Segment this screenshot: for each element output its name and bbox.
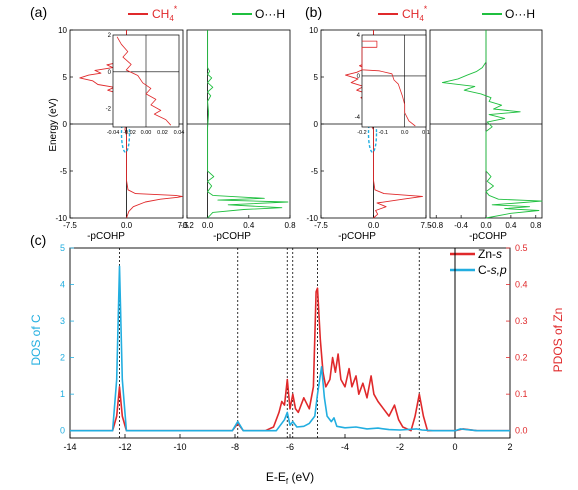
highlight-ellipse-a-CH4 [120, 113, 131, 153]
c-y-right-tick-label-5: 0.5 [515, 243, 528, 253]
svg-text:C-s,p: C-s,p [478, 263, 507, 277]
panel-a-xlabel: -pCOHP [87, 231, 125, 242]
x-tick-label-a-CH4-1: 0.0 [121, 221, 133, 230]
c-y-right-tick-label-3: 0.3 [515, 316, 528, 326]
y-tick-label-a-CH4-4: 10 [58, 26, 67, 35]
panel-a-label: (a) [30, 4, 47, 20]
inset-x-tick-a-CH4-3: 0.02 [157, 130, 168, 136]
inset-x-tick-a-CH4-4: 0.04 [174, 130, 185, 136]
panel-c-legend: Zn-s C-s,p [450, 247, 507, 277]
c-series-line-zn-s [70, 287, 510, 432]
inset-x-tick-a-CH4-2: 0.00 [141, 130, 152, 136]
inset-x-tick-b-CH4-0: -0.2 [357, 130, 366, 136]
series-line-b-OH-0 [441, 30, 543, 219]
inset-series-line-b-CH4 [361, 40, 416, 127]
panel-b-legend-ch4: CH4* [378, 4, 428, 23]
y-tick-label-a-CH4-2: 0 [63, 120, 68, 129]
x-tick-label-b-OH-4: 0.8 [530, 221, 542, 230]
c-y-right-tick-label-1: 0.1 [515, 389, 528, 399]
c-x-tick-label-6: -2 [396, 442, 404, 452]
y-tick-label-a-CH4-1: -5 [60, 167, 68, 176]
panel-b-xlabel: -pCOHP [338, 231, 376, 242]
y-tick-label-b-CH4-1: -5 [311, 167, 319, 176]
c-y-left-tick-label-4: 4 [60, 280, 65, 290]
panel-a-legend-oh: O···H [232, 7, 285, 21]
inset-x-tick-a-CH4-0: -0.04 [107, 130, 120, 136]
inset-y-tick-a-CH4-0: -2 [106, 107, 112, 113]
inset-x-tick-a-CH4-1: -0.02 [123, 130, 136, 136]
c-x-tick-label-2: -10 [173, 442, 186, 452]
panel-c-ylabel-right: PDOS of Zn [551, 308, 565, 373]
x-tick-label-b-CH4-1: 0.0 [368, 221, 380, 230]
c-y-left-tick-label-5: 5 [60, 243, 65, 253]
panel-c-label: (c) [30, 232, 46, 248]
c-x-tick-label-3: -8 [231, 442, 239, 452]
panel-a-xlabel-2: -pCOHP [213, 231, 251, 242]
x-tick-label-b-CH4-2: 7.5 [420, 221, 432, 230]
inset-x-tick-b-CH4-2: 0.0 [401, 130, 409, 136]
x-tick-label-a-OH-1: 0.0 [202, 221, 214, 230]
panel-c-xlabel: E-Ef (eV) [266, 470, 314, 486]
inset-y-tick-b-CH4-1: 0 [357, 74, 361, 80]
panel-b-label: (b) [305, 4, 322, 20]
c-y-right-tick-label-4: 0.4 [515, 280, 528, 290]
c-x-tick-label-4: -6 [286, 442, 294, 452]
x-tick-label-b-OH-2: 0.0 [480, 221, 492, 230]
y-tick-label-b-CH4-4: 10 [309, 26, 318, 35]
svg-text:CH4*: CH4* [402, 4, 428, 23]
inset-y-tick-b-CH4-2: -4 [355, 115, 361, 121]
c-y-right-tick-label-0: 0.0 [515, 426, 528, 436]
x-tick-label-b-OH-0: -0.8 [429, 221, 443, 230]
c-y-right-tick-label-2: 0.2 [515, 353, 528, 363]
y-tick-label-b-CH4-0: -10 [306, 214, 318, 223]
x-tick-label-a-CH4-2: 7.5 [177, 221, 189, 230]
c-series-line-c-s-p [70, 265, 510, 432]
x-tick-label-b-CH4-0: -7.5 [314, 221, 328, 230]
c-x-tick-label-7: 0 [452, 442, 457, 452]
panel-a-legend-ch4: CH4* [128, 4, 178, 23]
y-tick-label-a-CH4-3: 5 [63, 73, 68, 82]
svg-text:O···H: O···H [255, 7, 285, 21]
c-y-left-tick-label-1: 1 [60, 389, 65, 399]
c-y-left-tick-label-3: 3 [60, 316, 65, 326]
panel-c-ylabel-left: DOS of C [29, 314, 43, 366]
c-x-tick-label-1: -12 [118, 442, 131, 452]
c-y-left-tick-label-0: 0 [60, 426, 65, 436]
panel-b-xlabel-2: -pCOHP [469, 231, 507, 242]
x-tick-label-b-OH-1: -0.4 [454, 221, 468, 230]
inset-y-tick-a-CH4-2: 2 [108, 33, 112, 39]
inset-y-tick-b-CH4-0: 4 [357, 33, 361, 39]
highlight-ellipse-b-CH4 [367, 113, 378, 153]
inset-x-tick-b-CH4-1: -0.1 [379, 130, 388, 136]
c-x-tick-label-5: -4 [341, 442, 349, 452]
c-x-tick-label-8: 2 [507, 442, 512, 452]
x-tick-label-a-OH-3: 0.8 [284, 221, 296, 230]
inset-series-line-a-CH4 [116, 36, 172, 126]
inset-frame-b-CH4 [361, 34, 427, 128]
y-tick-label-b-CH4-3: 5 [314, 73, 319, 82]
svg-text:Zn-s: Zn-s [478, 247, 502, 261]
svg-text:CH4*: CH4* [152, 4, 178, 23]
y-tick-label-a-CH4-0: -10 [55, 214, 67, 223]
panel-b-legend-oh: O···H [482, 7, 535, 21]
c-y-left-tick-label-2: 2 [60, 353, 65, 363]
inset-y-tick-a-CH4-1: 0 [108, 70, 112, 76]
svg-text:O···H: O···H [505, 7, 535, 21]
c-x-tick-label-0: -14 [63, 442, 76, 452]
inset-x-tick-b-CH4-3: 0.1 [422, 130, 430, 136]
x-tick-label-a-CH4-0: -7.5 [63, 221, 77, 230]
panel-a-ylabel: Energy (eV) [48, 98, 59, 151]
x-tick-label-b-OH-3: 0.4 [505, 221, 517, 230]
y-tick-label-b-CH4-2: 0 [314, 120, 319, 129]
x-tick-label-a-OH-2: 0.4 [243, 221, 255, 230]
x-tick-label-a-OH-0: -0.2 [180, 221, 194, 230]
series-line-a-OH-0 [207, 30, 289, 219]
